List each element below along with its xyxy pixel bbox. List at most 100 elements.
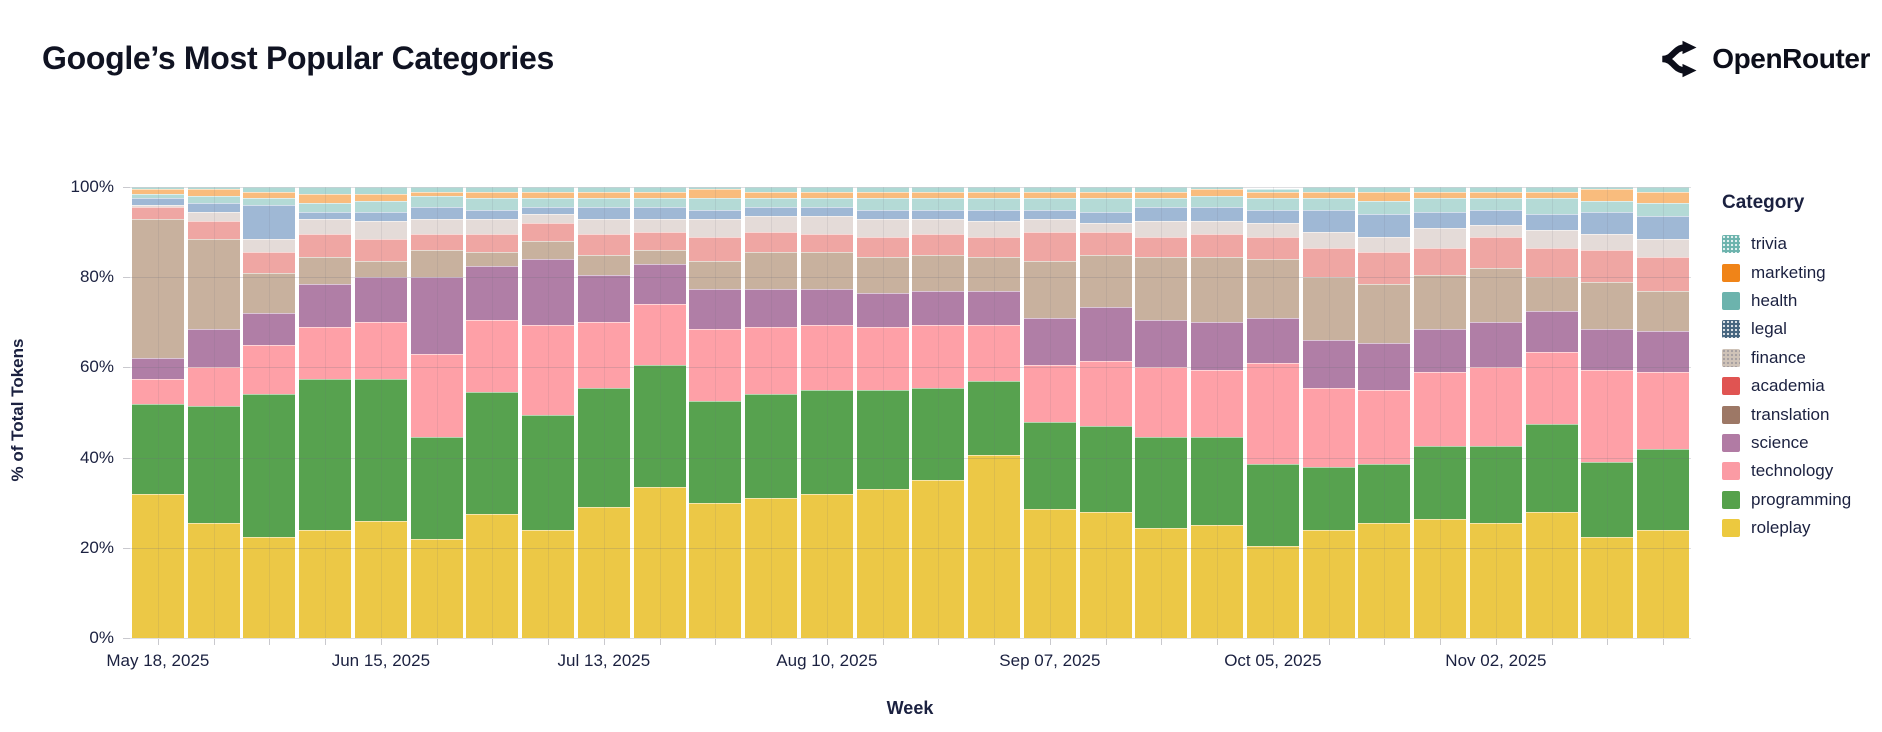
bar-segment-health[interactable] xyxy=(800,198,853,208)
bar-segment-trivia[interactable] xyxy=(354,187,407,194)
bar-segment-health[interactable] xyxy=(354,200,407,212)
bar-segment-roleplay[interactable] xyxy=(1023,509,1076,638)
bar-segment-trivia[interactable] xyxy=(299,187,352,194)
bar-segment-roleplay[interactable] xyxy=(1246,545,1299,638)
bar-segment-science[interactable] xyxy=(410,277,463,354)
bar-segment-translation[interactable] xyxy=(1302,277,1355,341)
bar-segment-marketing[interactable] xyxy=(1637,191,1690,203)
bar-segment-technology[interactable] xyxy=(1358,389,1411,465)
bar-segment-trivia[interactable] xyxy=(745,187,798,192)
bar-segment-trivia[interactable] xyxy=(912,187,965,192)
bar-segment-health[interactable] xyxy=(410,196,463,208)
bar-segment-finance[interactable] xyxy=(856,218,909,237)
bar-segment-technology[interactable] xyxy=(354,322,407,379)
bar-segment-programming[interactable] xyxy=(968,380,1021,456)
bar-week-jun-15-2025[interactable] xyxy=(354,187,407,638)
bar-segment-marketing[interactable] xyxy=(1525,191,1578,199)
bar-segment-science[interactable] xyxy=(299,283,352,327)
bar-segment-programming[interactable] xyxy=(633,365,686,487)
bar-segment-translation[interactable] xyxy=(577,254,630,275)
bar-segment-academia[interactable] xyxy=(745,232,798,253)
bar-segment-translation[interactable] xyxy=(1135,256,1188,321)
bar-segment-academia[interactable] xyxy=(299,234,352,257)
bar-segment-technology[interactable] xyxy=(689,329,742,402)
bar-segment-legal[interactable] xyxy=(187,202,240,212)
bar-segment-programming[interactable] xyxy=(354,378,407,521)
bar-segment-translation[interactable] xyxy=(243,272,296,314)
bar-segment-academia[interactable] xyxy=(577,234,630,255)
bar-segment-programming[interactable] xyxy=(1023,421,1076,510)
bar-segment-finance[interactable] xyxy=(1581,234,1634,251)
bar-segment-technology[interactable] xyxy=(1525,351,1578,424)
bar-segment-legal[interactable] xyxy=(1637,216,1690,239)
bar-week-jun-22-2025[interactable] xyxy=(410,187,463,638)
bar-segment-academia[interactable] xyxy=(243,252,296,273)
bar-segment-science[interactable] xyxy=(1414,329,1467,372)
bar-week-nov-02-2025[interactable] xyxy=(1469,187,1522,638)
bar-segment-legal[interactable] xyxy=(1525,214,1578,230)
bar-segment-marketing[interactable] xyxy=(466,191,519,199)
bar-segment-health[interactable] xyxy=(522,198,575,208)
bar-week-sep-21-2025[interactable] xyxy=(1135,187,1188,638)
bar-week-jun-08-2025[interactable] xyxy=(299,187,352,638)
bar-segment-technology[interactable] xyxy=(968,324,1021,381)
bar-segment-technology[interactable] xyxy=(1135,367,1188,438)
bar-segment-marketing[interactable] xyxy=(1469,191,1522,199)
bar-segment-technology[interactable] xyxy=(1302,387,1355,467)
bar-segment-finance[interactable] xyxy=(633,218,686,233)
bar-segment-marketing[interactable] xyxy=(1302,191,1355,199)
bar-segment-trivia[interactable] xyxy=(856,187,909,192)
bar-segment-science[interactable] xyxy=(522,259,575,325)
bar-week-jun-01-2025[interactable] xyxy=(243,187,296,638)
bar-segment-finance[interactable] xyxy=(1525,229,1578,248)
bar-segment-science[interactable] xyxy=(912,290,965,325)
bar-segment-programming[interactable] xyxy=(1581,462,1634,537)
bar-segment-translation[interactable] xyxy=(633,250,686,264)
bar-segment-programming[interactable] xyxy=(243,394,296,537)
bar-segment-science[interactable] xyxy=(1079,306,1132,361)
bar-segment-science[interactable] xyxy=(187,329,240,368)
bar-segment-translation[interactable] xyxy=(1637,290,1690,332)
bar-segment-roleplay[interactable] xyxy=(187,523,240,638)
bar-segment-technology[interactable] xyxy=(800,324,853,390)
bar-segment-technology[interactable] xyxy=(1246,362,1299,465)
bar-segment-programming[interactable] xyxy=(1358,464,1411,523)
bar-segment-health[interactable] xyxy=(1135,198,1188,208)
bar-segment-science[interactable] xyxy=(354,277,407,323)
bar-segment-programming[interactable] xyxy=(410,437,463,539)
bar-segment-finance[interactable] xyxy=(1246,223,1299,237)
bar-segment-finance[interactable] xyxy=(299,218,352,235)
bar-segment-trivia[interactable] xyxy=(410,187,463,192)
bar-segment-science[interactable] xyxy=(1023,317,1076,366)
bar-segment-science[interactable] xyxy=(243,313,296,345)
bar-week-oct-19-2025[interactable] xyxy=(1358,187,1411,638)
bar-segment-translation[interactable] xyxy=(1023,261,1076,318)
bar-segment-roleplay[interactable] xyxy=(633,486,686,638)
bar-segment-legal[interactable] xyxy=(354,211,407,221)
bar-segment-technology[interactable] xyxy=(1637,371,1690,449)
bar-segment-programming[interactable] xyxy=(577,387,630,508)
bar-segment-health[interactable] xyxy=(577,198,630,208)
bar-segment-health[interactable] xyxy=(912,198,965,210)
bar-segment-trivia[interactable] xyxy=(187,187,240,190)
bar-segment-science[interactable] xyxy=(1525,311,1578,352)
bar-segment-translation[interactable] xyxy=(187,238,240,330)
bar-segment-translation[interactable] xyxy=(1469,268,1522,323)
bar-segment-translation[interactable] xyxy=(1581,281,1634,330)
bar-segment-academia[interactable] xyxy=(1135,236,1188,257)
bar-segment-technology[interactable] xyxy=(522,324,575,415)
bar-segment-translation[interactable] xyxy=(299,256,352,284)
bar-segment-academia[interactable] xyxy=(1358,252,1411,284)
bar-segment-programming[interactable] xyxy=(1135,437,1188,528)
bar-segment-roleplay[interactable] xyxy=(354,520,407,638)
bar-segment-roleplay[interactable] xyxy=(856,489,909,638)
bar-segment-trivia[interactable] xyxy=(1302,187,1355,192)
bar-segment-legal[interactable] xyxy=(1246,209,1299,224)
bar-segment-trivia[interactable] xyxy=(633,187,686,192)
bar-segment-marketing[interactable] xyxy=(745,191,798,199)
bar-segment-academia[interactable] xyxy=(410,234,463,251)
bar-segment-legal[interactable] xyxy=(1191,207,1244,221)
bar-segment-science[interactable] xyxy=(1358,342,1411,390)
bar-segment-translation[interactable] xyxy=(968,256,1021,291)
bar-segment-translation[interactable] xyxy=(856,256,909,294)
